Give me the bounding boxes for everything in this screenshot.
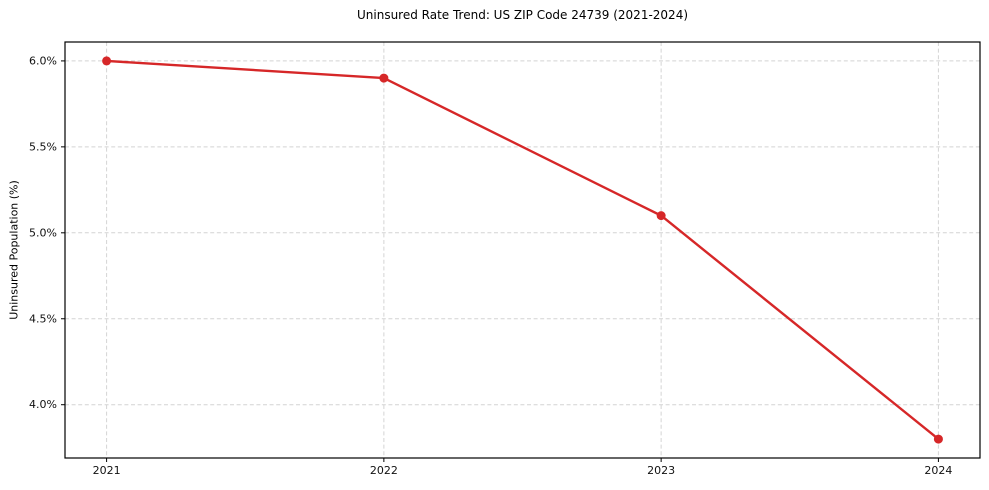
x-tick-label: 2021 bbox=[93, 464, 121, 477]
x-tick-label: 2024 bbox=[924, 464, 952, 477]
y-tick-label: 5.5% bbox=[29, 140, 57, 153]
data-point-marker bbox=[933, 434, 943, 444]
data-point-marker bbox=[379, 73, 389, 83]
y-tick-label: 6.0% bbox=[29, 54, 57, 67]
y-tick-label: 4.5% bbox=[29, 312, 57, 325]
axes-frame bbox=[64, 41, 981, 459]
y-tick-label: 5.0% bbox=[29, 226, 57, 239]
x-tick-label: 2022 bbox=[370, 464, 398, 477]
data-point-marker bbox=[656, 211, 666, 221]
trend-line bbox=[105, 59, 940, 441]
y-tick-label: 4.0% bbox=[29, 398, 57, 411]
chart-title: Uninsured Rate Trend: US ZIP Code 24739 … bbox=[356, 8, 689, 22]
data-point-marker bbox=[102, 56, 112, 66]
x-tick-label: 2023 bbox=[647, 464, 675, 477]
